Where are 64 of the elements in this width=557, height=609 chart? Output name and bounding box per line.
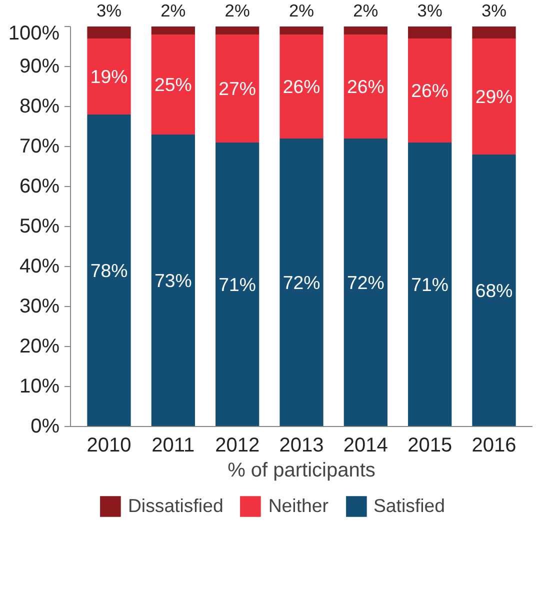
bar [216, 34, 260, 142]
x-tick-label: 2015 [408, 434, 452, 456]
y-tick-label: 70% [19, 136, 60, 158]
data-label: 72% [282, 272, 320, 293]
y-tick-label: 30% [19, 296, 60, 318]
data-label: 3% [417, 0, 442, 20]
data-label: 25% [154, 74, 192, 95]
data-label: 27% [218, 78, 256, 99]
bar [216, 26, 260, 34]
bar [280, 26, 324, 34]
bar [280, 138, 324, 426]
bar [151, 26, 195, 34]
data-label: 2% [288, 0, 314, 20]
data-label: 26% [282, 76, 320, 97]
bar [408, 26, 452, 38]
y-tick-label: 20% [19, 336, 60, 358]
legend-label: Neither [268, 495, 328, 517]
y-tick-label: 80% [19, 96, 60, 118]
data-label: 73% [154, 270, 192, 291]
bar [151, 34, 195, 134]
y-tick-label: 10% [19, 376, 60, 398]
bar [280, 34, 324, 138]
bar [408, 142, 452, 426]
data-label: 26% [346, 76, 384, 97]
x-axis-title: % of participants [228, 460, 376, 482]
bar [216, 142, 260, 426]
y-tick-label: 100% [8, 22, 60, 44]
x-tick-label: 2013 [279, 434, 324, 456]
data-label: 78% [90, 260, 128, 281]
data-label: 2% [224, 0, 250, 20]
legend-label: Satisfied [373, 495, 446, 517]
x-tick-label: 2016 [472, 434, 516, 456]
bar [344, 138, 388, 426]
bar [472, 38, 516, 154]
data-label: 3% [481, 0, 507, 20]
y-tick-label: 60% [19, 176, 60, 198]
data-label: 68% [475, 280, 513, 301]
bar [344, 26, 388, 34]
data-label: 29% [475, 86, 513, 107]
data-label: 3% [96, 0, 122, 20]
x-tick-label: 2012 [215, 434, 260, 456]
data-label: 71% [218, 274, 256, 295]
bar [87, 114, 131, 426]
bar [472, 26, 516, 38]
y-tick-label: 90% [19, 56, 60, 78]
legend-label: Dissatisfied [128, 495, 224, 517]
bar [87, 38, 131, 114]
bar [87, 26, 131, 38]
data-label: 2% [353, 0, 378, 20]
bar [151, 134, 195, 426]
x-tick-label: 2011 [152, 434, 195, 456]
bar [408, 38, 452, 142]
x-tick-label: 2010 [86, 434, 132, 456]
data-label: 71% [411, 274, 449, 295]
bar [344, 34, 388, 138]
x-tick-label: 2014 [343, 434, 388, 456]
data-label: 19% [90, 66, 128, 87]
y-tick-label: 40% [19, 256, 60, 278]
data-label: 72% [346, 272, 384, 293]
data-label: 2% [160, 0, 186, 20]
y-tick-label: 0% [30, 416, 60, 438]
data-label: 26% [411, 80, 449, 101]
bar [472, 154, 516, 426]
y-tick-label: 50% [19, 216, 60, 238]
